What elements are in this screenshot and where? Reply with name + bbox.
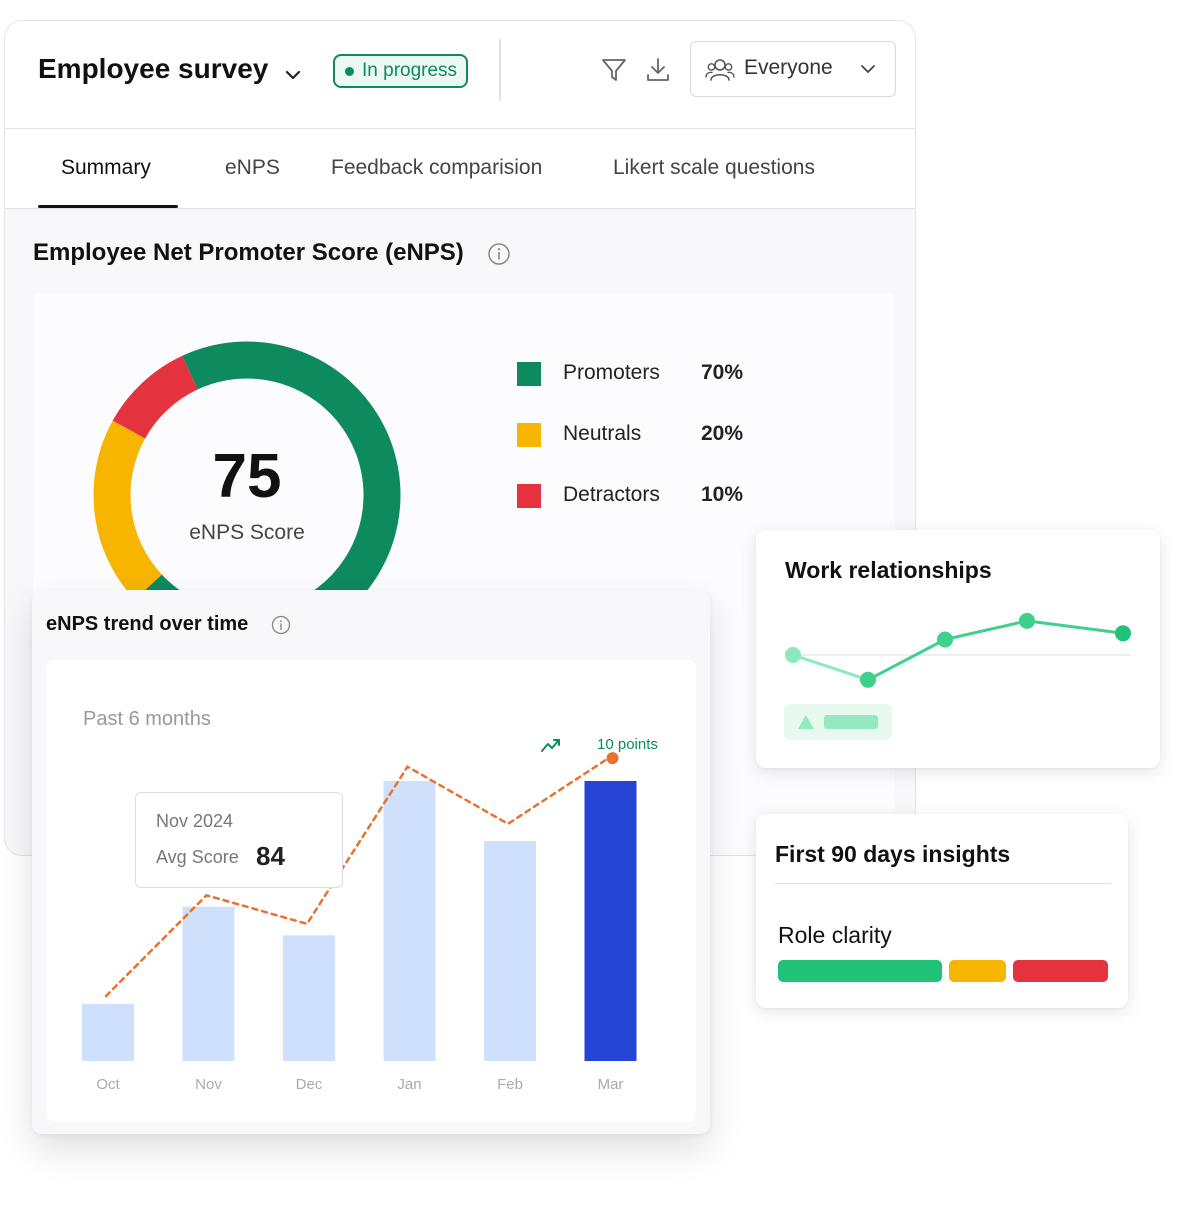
- info-icon[interactable]: [271, 615, 291, 635]
- x-tick-label: Dec: [296, 1076, 323, 1093]
- header-divider: [499, 39, 501, 101]
- legend-swatch: [517, 484, 541, 508]
- trend-title: eNPS trend over time: [46, 613, 249, 635]
- legend-swatch: [517, 362, 541, 386]
- tab-bar: Summary eNPS Feedback comparision Likert…: [5, 129, 915, 209]
- legend-value: 20%: [701, 422, 744, 445]
- donut-segment-neutrals: [93, 420, 163, 600]
- status-label: In progress: [362, 60, 458, 81]
- info-icon[interactable]: [487, 242, 511, 266]
- survey-title: Employee survey: [38, 53, 269, 84]
- download-icon[interactable]: [643, 55, 673, 85]
- bar-mar[interactable]: [584, 781, 637, 1061]
- tab-enps[interactable]: eNPS: [225, 156, 280, 179]
- work-relationships-line-chart: [785, 612, 1131, 688]
- data-point[interactable]: [1115, 625, 1131, 642]
- line-segment: [943, 619, 1029, 641]
- work-relationships-title: Work relationships: [785, 557, 992, 583]
- x-tick-label: Oct: [96, 1076, 120, 1093]
- legend-label: Promoters: [563, 361, 660, 384]
- legend-swatch: [517, 423, 541, 447]
- first-90-days-title: First 90 days insights: [775, 841, 1011, 867]
- trend-line: [104, 756, 610, 998]
- trend-chart-area: Past 6 months Oct Nov Dec Jan Feb Mar 10 poin…: [46, 660, 696, 1122]
- trend-bar-chart: Oct Nov Dec Jan Feb Mar: [82, 752, 637, 1093]
- active-tab-indicator: [38, 205, 178, 208]
- data-point[interactable]: [937, 631, 953, 648]
- audience-label: Everyone: [744, 56, 833, 79]
- enps-trend-card: eNPS trend over time Past 6 months Oct No…: [32, 590, 710, 1134]
- bar-feb[interactable]: [484, 841, 536, 1061]
- role-clarity-segment: [778, 960, 943, 982]
- role-clarity-segment: [949, 960, 1007, 982]
- bar-dec[interactable]: [283, 935, 335, 1061]
- status-badge: In progress: [333, 54, 469, 88]
- line-segment: [1025, 619, 1125, 635]
- chevron-down-icon: [861, 65, 875, 73]
- period-label: Past 6 months: [83, 708, 211, 730]
- first-90-days-card: First 90 days insights Role clarity: [756, 814, 1128, 1008]
- chevron-down-icon[interactable]: [281, 63, 305, 87]
- line-segment: [791, 653, 870, 682]
- tab-likert-scale-questions[interactable]: Likert scale questions: [613, 156, 815, 179]
- trend-end-point: [606, 752, 619, 765]
- trend-chip-bar: [824, 715, 878, 729]
- data-point[interactable]: [860, 671, 876, 688]
- tab-summary[interactable]: Summary: [61, 156, 151, 179]
- enps-score: 75: [212, 442, 282, 511]
- x-tick-label: Jan: [397, 1076, 421, 1093]
- triangle-up-icon: [798, 715, 814, 729]
- legend-label: Detractors: [563, 483, 660, 506]
- status-dot-icon: [345, 66, 354, 76]
- role-clarity-label: Role clarity: [778, 922, 892, 948]
- tooltip-value: 84: [256, 841, 285, 871]
- trend-up-icon: [541, 739, 560, 752]
- filter-icon[interactable]: [599, 55, 629, 85]
- card-divider: [775, 883, 1111, 884]
- x-tick-label: Nov: [195, 1076, 222, 1093]
- legend-value: 10%: [701, 483, 744, 506]
- x-tick-label: Feb: [497, 1076, 523, 1093]
- bar-jan[interactable]: [383, 781, 436, 1061]
- legend-label: Neutrals: [563, 422, 642, 445]
- enps-section-title: Employee Net Promoter Score (eNPS): [33, 239, 464, 266]
- bar-nov[interactable]: [182, 906, 235, 1061]
- tooltip-label: Avg Score: [156, 847, 239, 867]
- x-tick-label: Mar: [598, 1076, 624, 1093]
- survey-header: Employee survey In progress Everyon: [5, 21, 915, 129]
- users-icon: [705, 59, 735, 81]
- audience-select[interactable]: Everyone: [690, 41, 896, 97]
- line-segment: [866, 638, 947, 682]
- tab-feedback-comparison[interactable]: Feedback comparision: [331, 156, 543, 179]
- chart-tooltip: Nov 2024 Avg Score 84: [135, 792, 343, 888]
- legend-value: 70%: [701, 361, 744, 384]
- bar-oct[interactable]: [82, 1003, 134, 1061]
- enps-score-label: eNPS Score: [189, 521, 305, 544]
- data-point[interactable]: [1019, 612, 1035, 629]
- delta-label: 10 points: [597, 736, 658, 753]
- role-clarity-bar: [778, 960, 1108, 982]
- trend-chip: [784, 704, 892, 740]
- data-point[interactable]: [785, 647, 801, 663]
- tooltip-date: Nov 2024: [156, 811, 234, 831]
- role-clarity-segment: [1013, 960, 1108, 982]
- work-relationships-card: Work relationships: [756, 530, 1160, 768]
- donut-segment-detractors: [112, 355, 199, 440]
